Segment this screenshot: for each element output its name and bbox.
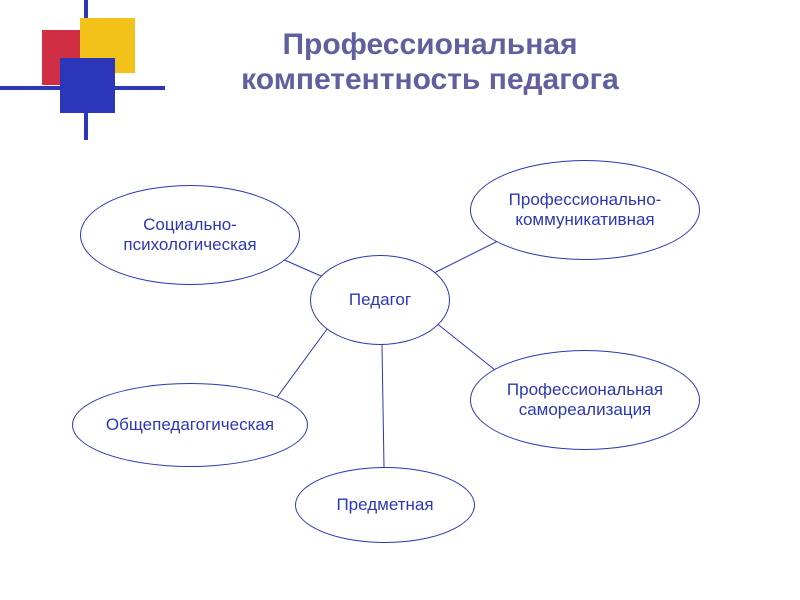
node-prof-comm: Профессионально-коммуникативная bbox=[470, 160, 700, 260]
node-general-pedagogy: Общепедагогическая bbox=[72, 383, 308, 467]
decor-square-blue bbox=[60, 58, 115, 113]
node-prof-selfreal-label: Профессиональнаясамореализация bbox=[499, 380, 671, 419]
diagram-stage: { "canvas": { "width": 800, "height": 60… bbox=[0, 0, 800, 600]
node-social-psych: Социально-психологическая bbox=[80, 185, 300, 285]
title-line2: компетентность педагога bbox=[241, 63, 619, 96]
node-subject: Предметная bbox=[295, 467, 475, 543]
node-social-psych-label: Социально-психологическая bbox=[115, 215, 264, 254]
node-general-pedagogy-label: Общепедагогическая bbox=[98, 415, 282, 435]
title-line1: Профессиональная bbox=[282, 28, 577, 61]
node-center: Педагог bbox=[310, 255, 450, 345]
node-prof-selfreal: Профессиональнаясамореализация bbox=[470, 350, 700, 450]
node-center-label: Педагог bbox=[341, 290, 419, 310]
node-prof-comm-label: Профессионально-коммуникативная bbox=[501, 190, 670, 229]
node-subject-label: Предметная bbox=[328, 495, 441, 515]
slide-title: Профессиональная компетентность педагога bbox=[170, 28, 690, 97]
